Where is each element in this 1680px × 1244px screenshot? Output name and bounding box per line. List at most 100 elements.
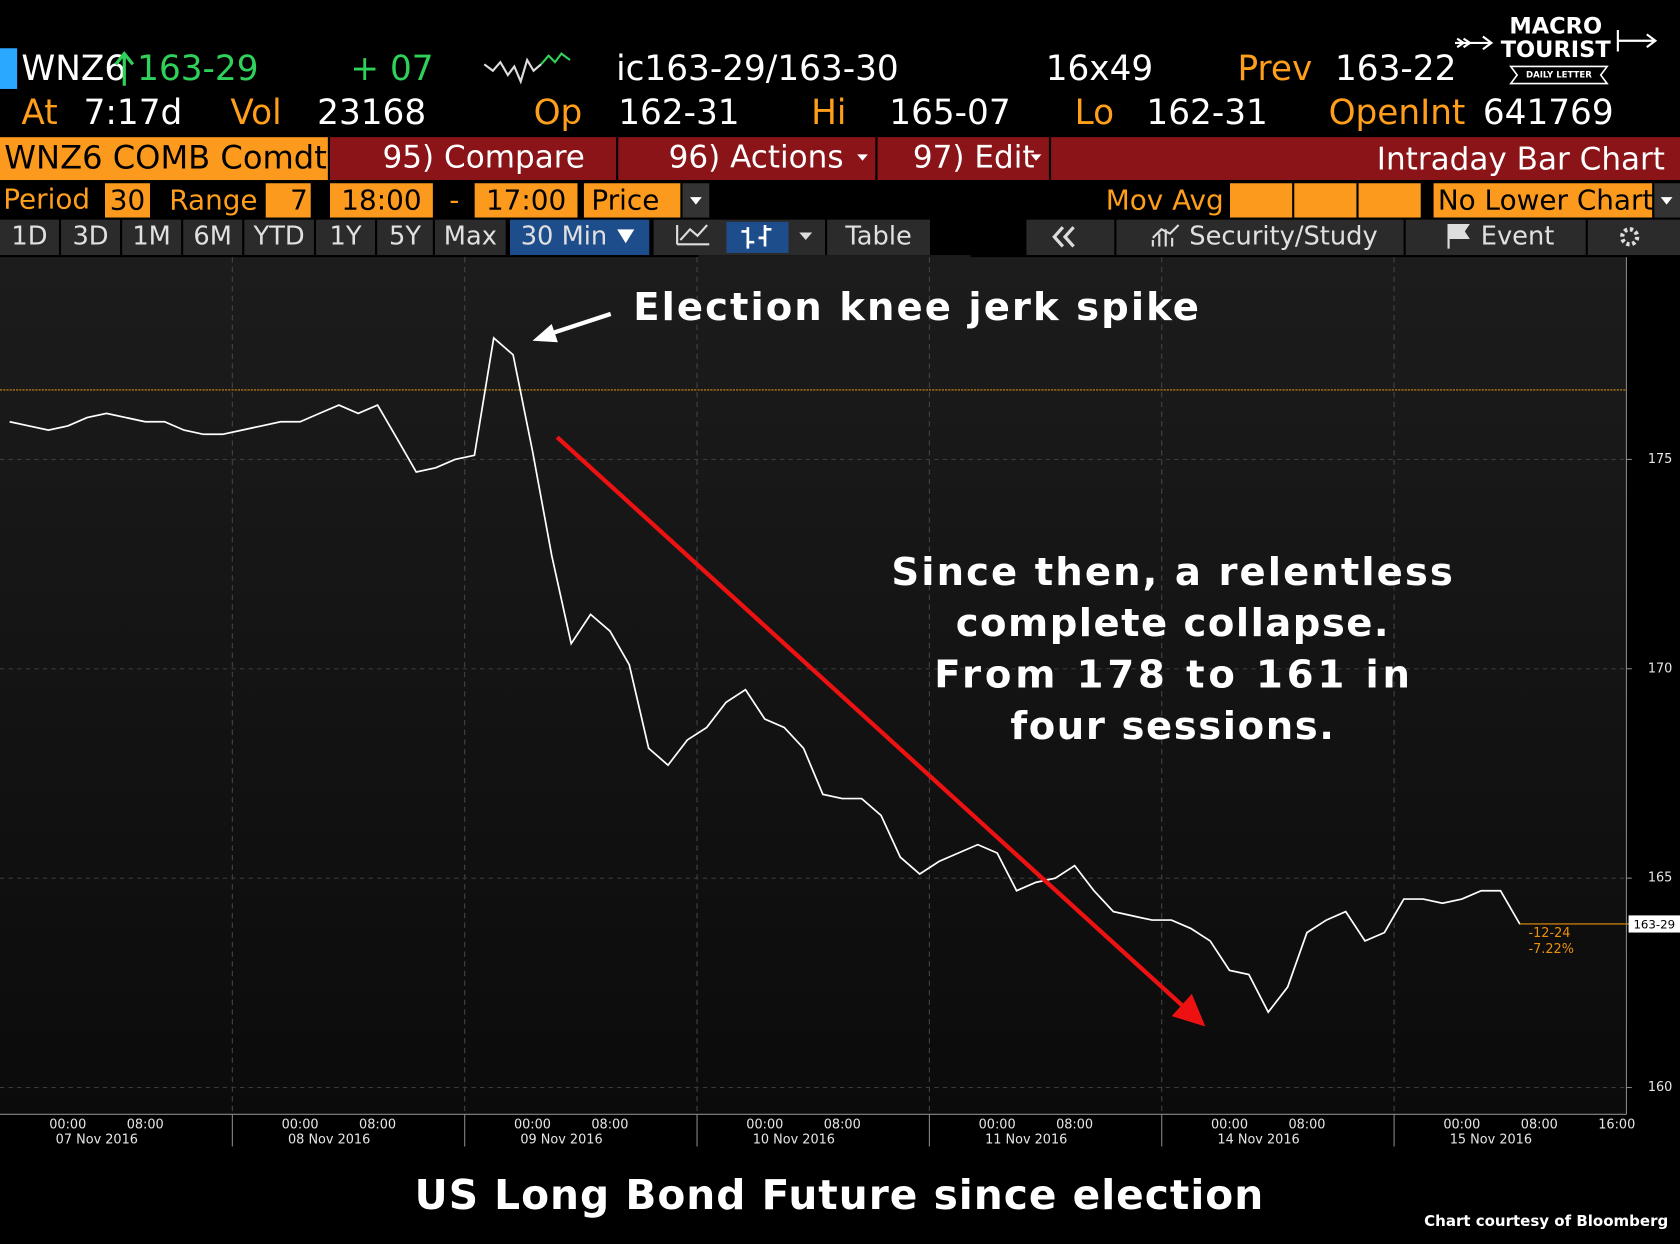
tab-label: 30 Min xyxy=(521,221,608,251)
line-chart-icon[interactable] xyxy=(676,224,710,246)
menu-compare[interactable]: 95) Compare xyxy=(383,140,585,176)
tab[interactable] xyxy=(316,219,375,256)
menu-actions[interactable]: 96) Actions xyxy=(669,140,844,176)
tab-bar: 1D 3D 1M 6M YTD 1Y 5Y Max 30 Min xyxy=(0,219,650,256)
trend-arrow xyxy=(555,435,1184,1007)
input-box[interactable] xyxy=(1358,183,1421,218)
dropdown-caret xyxy=(857,154,868,161)
security-study-button: Security/Study xyxy=(1189,221,1377,251)
x-tick-label: 08:00 xyxy=(1288,1118,1325,1133)
field: Price xyxy=(591,183,659,216)
logo-arrow xyxy=(1616,30,1658,52)
vol-label: Vol xyxy=(230,93,281,133)
change-label: -7.22% xyxy=(1529,942,1574,957)
tool-button[interactable] xyxy=(1587,219,1680,256)
input-box[interactable] xyxy=(1433,183,1653,218)
x-tick-label: 00:00 xyxy=(746,1118,783,1133)
x-tick-label: 08:00 xyxy=(1521,1118,1558,1133)
security-box xyxy=(0,137,328,181)
period-label: Period xyxy=(3,182,90,215)
logo-text: TOURIST xyxy=(1501,37,1612,63)
low-label: Lo xyxy=(1075,93,1114,133)
x-tick-label: 08:00 xyxy=(127,1118,164,1133)
x-tick-label: 08:00 xyxy=(824,1118,861,1133)
dropdown-caret xyxy=(690,197,702,205)
last-price-label: 163-29 xyxy=(1633,918,1675,932)
end-time: 17:00 xyxy=(486,183,566,216)
start-time: 18:00 xyxy=(341,183,421,216)
comment-line: From 178 to 161 in xyxy=(934,653,1410,698)
y-tick-label: 175 xyxy=(1648,452,1673,467)
credit: Chart courtesy of Bloomberg xyxy=(1424,1212,1668,1230)
tab[interactable] xyxy=(0,219,59,256)
caption: US Long Bond Future since election xyxy=(415,1171,1264,1219)
input-box[interactable] xyxy=(265,183,311,218)
x-date-label: 11 Nov 2016 xyxy=(985,1133,1067,1148)
x-date-label: 15 Nov 2016 xyxy=(1450,1133,1532,1148)
up-arrow xyxy=(114,51,135,86)
x-date-label: 10 Nov 2016 xyxy=(753,1133,835,1148)
tool-button[interactable] xyxy=(1116,219,1404,256)
tab-label: 1Y xyxy=(330,221,362,251)
menu-edit[interactable]: 97) Edit xyxy=(913,140,1035,176)
input-box[interactable] xyxy=(1230,183,1293,218)
tab[interactable] xyxy=(61,219,120,256)
tab[interactable] xyxy=(244,219,314,256)
x-tick-label: 00:00 xyxy=(49,1118,86,1133)
x-tick-label: 00:00 xyxy=(979,1118,1016,1133)
tab[interactable] xyxy=(183,219,243,256)
x-tick-label: 00:00 xyxy=(514,1118,551,1133)
x-date-label: 14 Nov 2016 xyxy=(1217,1133,1299,1148)
focus-marker xyxy=(0,48,18,89)
at-label: At xyxy=(21,93,57,133)
tab[interactable] xyxy=(122,219,182,256)
event-button: Event xyxy=(1481,221,1555,251)
input-box[interactable] xyxy=(105,183,150,218)
dropdown-caret xyxy=(617,229,635,244)
oi-label: OpenInt xyxy=(1329,93,1466,133)
study-icon xyxy=(1151,224,1180,247)
input-box[interactable] xyxy=(330,183,433,218)
y-tick-label: 170 xyxy=(1648,661,1673,676)
tab-label: 3D xyxy=(72,221,108,251)
y-tick-label: 160 xyxy=(1648,1080,1673,1095)
dropdown-caret xyxy=(1030,154,1042,161)
tool-button[interactable] xyxy=(827,219,930,256)
logo-text: DAILY LETTER xyxy=(1526,71,1592,81)
tool-button[interactable] xyxy=(1026,219,1115,256)
input-box[interactable] xyxy=(1294,183,1357,218)
low: 162-31 xyxy=(1146,93,1267,133)
plot-area xyxy=(0,257,1627,1115)
tool-button[interactable] xyxy=(1405,219,1586,256)
tab[interactable] xyxy=(435,219,506,256)
logo-text: MACRO xyxy=(1509,13,1602,39)
high: 165-07 xyxy=(889,93,1010,133)
logo-ribbon xyxy=(1509,65,1609,85)
sparkline xyxy=(483,57,542,85)
x-tick-label: 08:00 xyxy=(591,1118,628,1133)
flag-icon xyxy=(1447,223,1470,249)
input-box[interactable] xyxy=(583,183,681,218)
tab-label: 5Y xyxy=(389,221,421,251)
x-tick-label: 08:00 xyxy=(359,1118,396,1133)
tab-label: 1M xyxy=(132,221,171,251)
x-tick-label: 00:00 xyxy=(1443,1118,1480,1133)
bar-chart-icon-bg[interactable] xyxy=(726,221,789,253)
ticker: WNZ6 xyxy=(21,49,126,89)
tab[interactable] xyxy=(377,219,433,256)
time: 7:17d xyxy=(84,93,183,133)
tab-label: 1D xyxy=(11,221,47,251)
tab-label: YTD xyxy=(253,221,305,251)
mov-avg-label: Mov Avg xyxy=(1106,183,1224,216)
tab-label: 6M xyxy=(193,221,232,251)
annotation-arrowhead xyxy=(532,324,558,343)
x-date-label: 08 Nov 2016 xyxy=(288,1133,370,1148)
comment-line: four sessions. xyxy=(1010,704,1334,749)
dropdown-caret xyxy=(799,232,813,241)
collapse-icon xyxy=(1052,226,1075,248)
input-box[interactable] xyxy=(474,183,578,218)
bar-chart-icon xyxy=(741,225,772,249)
last-price-box xyxy=(1628,915,1680,933)
